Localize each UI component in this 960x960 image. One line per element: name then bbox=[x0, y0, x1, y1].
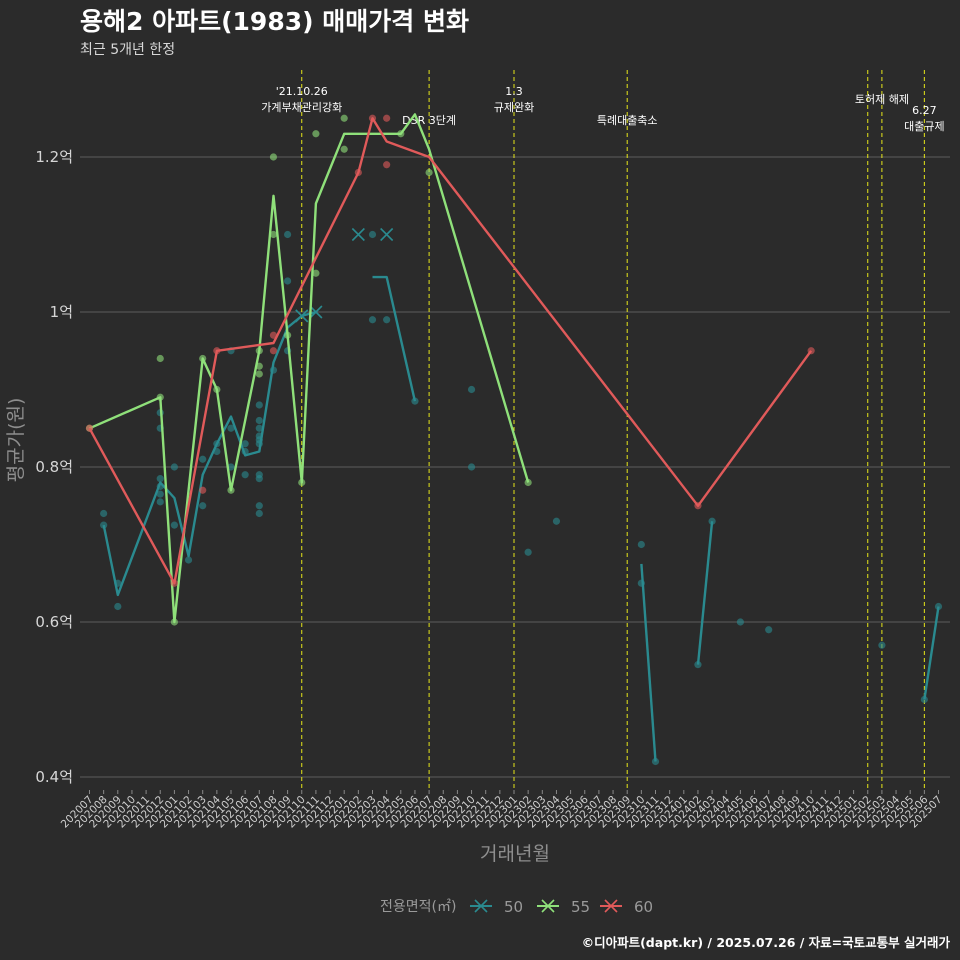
cross-marker bbox=[380, 227, 394, 242]
legend-key-55: 55 bbox=[537, 898, 590, 916]
series-50 bbox=[100, 227, 943, 766]
data-point bbox=[878, 641, 886, 649]
legend-cross-icon bbox=[541, 899, 555, 913]
chart-subtitle: 최근 5개년 한정 bbox=[80, 42, 175, 58]
data-point bbox=[269, 153, 278, 161]
data-point bbox=[383, 316, 391, 324]
data-point bbox=[255, 509, 263, 518]
y-tick-label: 1.2억 bbox=[35, 148, 73, 166]
legend-key-50: 50 bbox=[470, 898, 523, 916]
data-point bbox=[284, 230, 292, 239]
data-point bbox=[114, 602, 122, 611]
data-point bbox=[383, 114, 391, 122]
data-point bbox=[765, 626, 773, 634]
data-point bbox=[255, 475, 263, 483]
data-point bbox=[199, 455, 207, 463]
series-line bbox=[89, 113, 530, 624]
data-point bbox=[552, 517, 561, 525]
grid-lines bbox=[80, 156, 950, 778]
data-point bbox=[269, 230, 278, 239]
data-point bbox=[199, 486, 207, 494]
data-point bbox=[411, 397, 419, 405]
data-point bbox=[156, 490, 164, 498]
legend: 전용면적(㎡) 50 55 60 bbox=[380, 898, 653, 916]
data-point bbox=[170, 521, 178, 529]
legend-label: 55 bbox=[571, 898, 590, 916]
series-60 bbox=[85, 114, 815, 587]
cross-marker bbox=[351, 227, 365, 242]
data-point bbox=[708, 517, 716, 525]
data-point bbox=[920, 695, 928, 704]
y-tick-label: 0.8억 bbox=[35, 458, 73, 476]
data-point bbox=[156, 354, 164, 363]
event-label: 토허제 해제 bbox=[855, 92, 909, 106]
data-point bbox=[312, 269, 320, 277]
event-label: 대출규제 bbox=[904, 120, 944, 133]
data-point bbox=[736, 618, 745, 626]
data-point bbox=[170, 463, 178, 471]
series-line bbox=[696, 521, 714, 665]
data-point bbox=[255, 370, 263, 378]
legend-title: 전용면적(㎡) bbox=[380, 899, 456, 915]
data-point bbox=[467, 385, 476, 394]
y-tick-label: 0.4억 bbox=[35, 768, 73, 786]
data-point bbox=[269, 347, 278, 355]
legend-cross-icon bbox=[474, 899, 488, 913]
data-point bbox=[241, 440, 249, 448]
data-point bbox=[184, 556, 193, 564]
event-label: 1.3 bbox=[505, 85, 523, 98]
series-55 bbox=[85, 113, 532, 626]
event-label: 특례대출축소 bbox=[597, 114, 658, 127]
data-point bbox=[156, 475, 164, 483]
data-point bbox=[255, 424, 263, 432]
data-point bbox=[368, 230, 377, 239]
series-line bbox=[372, 275, 417, 402]
y-tick-label: 1억 bbox=[50, 303, 73, 321]
data-point bbox=[368, 316, 377, 324]
chart-title: 용해2 아파트(1983) 매매가격 변화 bbox=[80, 7, 469, 36]
event-label: 규제완화 bbox=[494, 101, 534, 114]
series-line bbox=[923, 606, 940, 700]
data-point bbox=[637, 540, 645, 549]
series-line bbox=[640, 563, 657, 762]
x-axis: 2020072020082020092020102020112020122021… bbox=[59, 790, 945, 830]
y-axis: 0.4억 0.6억 0.8억 1억 1.2억 bbox=[35, 148, 73, 786]
data-point bbox=[340, 114, 348, 122]
legend-label: 50 bbox=[504, 898, 523, 916]
event-label: '21.10.26 bbox=[276, 85, 328, 98]
data-point bbox=[694, 661, 702, 669]
data-point bbox=[100, 509, 108, 518]
data-point bbox=[241, 471, 249, 479]
series-line bbox=[102, 310, 317, 597]
y-axis-title: 평균가(원) bbox=[5, 398, 27, 483]
series-group bbox=[85, 113, 943, 766]
data-point bbox=[340, 145, 348, 153]
cross-marker bbox=[295, 309, 309, 323]
legend-key-60: 60 bbox=[600, 898, 653, 916]
legend-cross-icon bbox=[604, 899, 618, 913]
data-point bbox=[524, 548, 532, 556]
legend-label: 60 bbox=[634, 898, 653, 916]
series-line bbox=[88, 117, 813, 585]
data-point bbox=[312, 130, 320, 138]
data-point bbox=[284, 277, 292, 285]
event-label: 가계부채관리강화 bbox=[261, 101, 342, 114]
event-label: 6.27 bbox=[912, 104, 937, 117]
cross-marker bbox=[309, 305, 323, 319]
data-point bbox=[156, 498, 164, 506]
data-point bbox=[383, 161, 391, 169]
data-point bbox=[255, 502, 263, 510]
data-point bbox=[255, 401, 263, 409]
data-point bbox=[467, 463, 476, 471]
data-point bbox=[425, 168, 433, 177]
data-point bbox=[199, 502, 207, 510]
data-point bbox=[227, 424, 235, 432]
y-tick-label: 0.6억 bbox=[35, 613, 73, 631]
data-point bbox=[255, 416, 263, 425]
x-axis-title: 거래년월 bbox=[480, 843, 550, 865]
source-caption: ©디아파트(dapt.kr) / 2025.07.26 / 자료=국토교통부 실… bbox=[582, 935, 951, 950]
